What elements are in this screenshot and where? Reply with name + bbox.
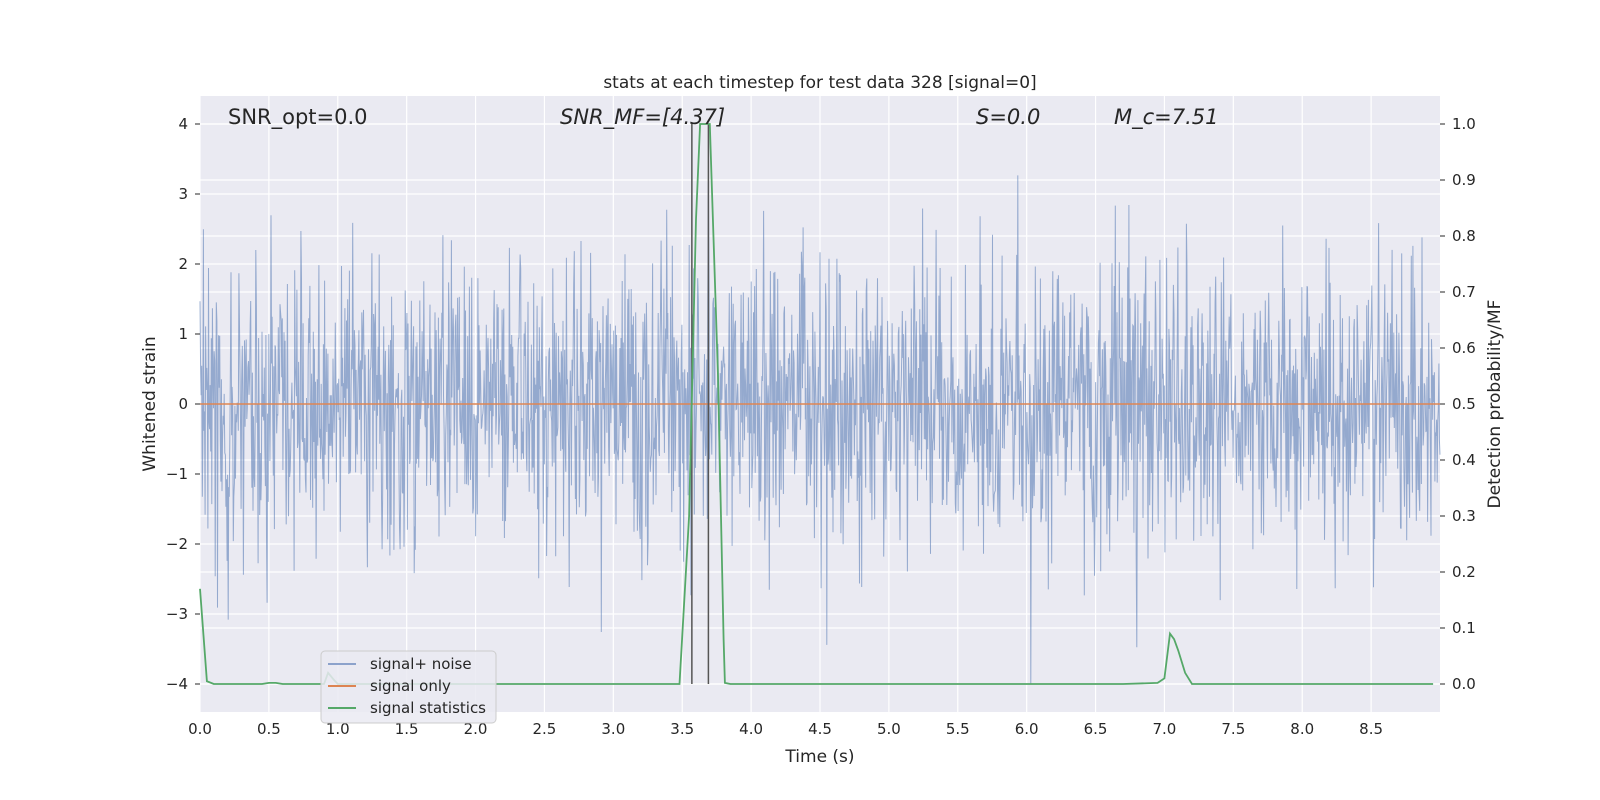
y-right-tick-labels: 1.0 0.9 0.8 0.7 0.6 0.5 0.4 0.3 0.2 0.1 0.0 (1440, 115, 1476, 693)
x-tick-label: 7.0 (1153, 720, 1177, 738)
annotation-snr-mf: SNR_MF=[4.37] (560, 105, 725, 130)
y-tick-label: −2 (166, 535, 188, 553)
y-tick-label: 0 (178, 395, 188, 413)
x-tick-label: 6.5 (1084, 720, 1108, 738)
y-tick-label: 3 (178, 185, 188, 203)
x-tick-label: 4.0 (739, 720, 763, 738)
y-right-tick-label: 0.3 (1452, 507, 1476, 525)
y-right-tick-label: 1.0 (1452, 115, 1476, 133)
legend: signal+ noise signal only signal statist… (320, 650, 497, 724)
legend-label-signal-only: signal only (370, 677, 451, 695)
x-tick-label: 2.0 (464, 720, 488, 738)
x-tick-label: 6.0 (1015, 720, 1039, 738)
y-tick-label: −3 (166, 605, 188, 623)
y-right-axis-label: Detection probability/MF (1485, 300, 1505, 509)
y-right-tick-label: 0.8 (1452, 227, 1476, 245)
annotation-snr-opt: SNR_opt=0.0 (228, 105, 368, 130)
legend-box (320, 650, 497, 724)
x-tick-label: 3.0 (601, 720, 625, 738)
x-tick-label: 1.0 (326, 720, 350, 738)
x-tick-labels: 0.0 0.5 1.0 1.5 2.0 2.5 3.0 3.5 4.0 4.5 5.0 5.5 6.0 6… (188, 720, 1383, 738)
x-axis-label: Time (s) (784, 747, 854, 767)
x-tick-label: 5.0 (877, 720, 901, 738)
y-axis-label: Whitened strain (140, 336, 160, 471)
x-tick-label: 8.0 (1290, 720, 1314, 738)
x-tick-label: 8.5 (1359, 720, 1383, 738)
annotation-s: S=0.0 (976, 105, 1040, 129)
y-tick-label: −1 (166, 465, 188, 483)
chart-title: stats at each timestep for test data 328… (603, 73, 1036, 93)
series-signal-statistics (199, 123, 1434, 685)
y-tick-label: 2 (178, 255, 188, 273)
y-right-tick-label: 0.5 (1452, 395, 1476, 413)
legend-label-signal-statistics: signal statistics (370, 699, 486, 717)
x-tick-label: 3.5 (670, 720, 694, 738)
x-tick-label: 1.5 (395, 720, 419, 738)
y-tick-label: 1 (178, 325, 188, 343)
noise-trace (199, 175, 1441, 685)
y-tick-labels: 4 3 2 1 0 −1 −2 −3 −4 (166, 115, 200, 693)
y-right-tick-label: 0.1 (1452, 619, 1476, 637)
x-tick-label: 4.5 (808, 720, 832, 738)
y-right-tick-label: 0.0 (1452, 675, 1476, 693)
y-right-tick-label: 0.2 (1452, 563, 1476, 581)
legend-label-signal-noise: signal+ noise (370, 655, 472, 673)
x-tick-label: 5.5 (946, 720, 970, 738)
y-right-tick-label: 0.9 (1452, 171, 1476, 189)
x-tick-label: 0.0 (188, 720, 212, 738)
y-right-tick-label: 0.6 (1452, 339, 1476, 357)
x-tick-label: 0.5 (257, 720, 281, 738)
series-signal-noise (199, 175, 1441, 685)
y-right-tick-label: 0.4 (1452, 451, 1476, 469)
annotation-mc: M_c=7.51 (1114, 105, 1219, 130)
y-tick-label: 4 (178, 115, 188, 133)
y-right-tick-label: 0.7 (1452, 283, 1476, 301)
y-tick-label: −4 (166, 675, 188, 693)
x-tick-label: 7.5 (1221, 720, 1245, 738)
x-tick-label: 2.5 (533, 720, 557, 738)
